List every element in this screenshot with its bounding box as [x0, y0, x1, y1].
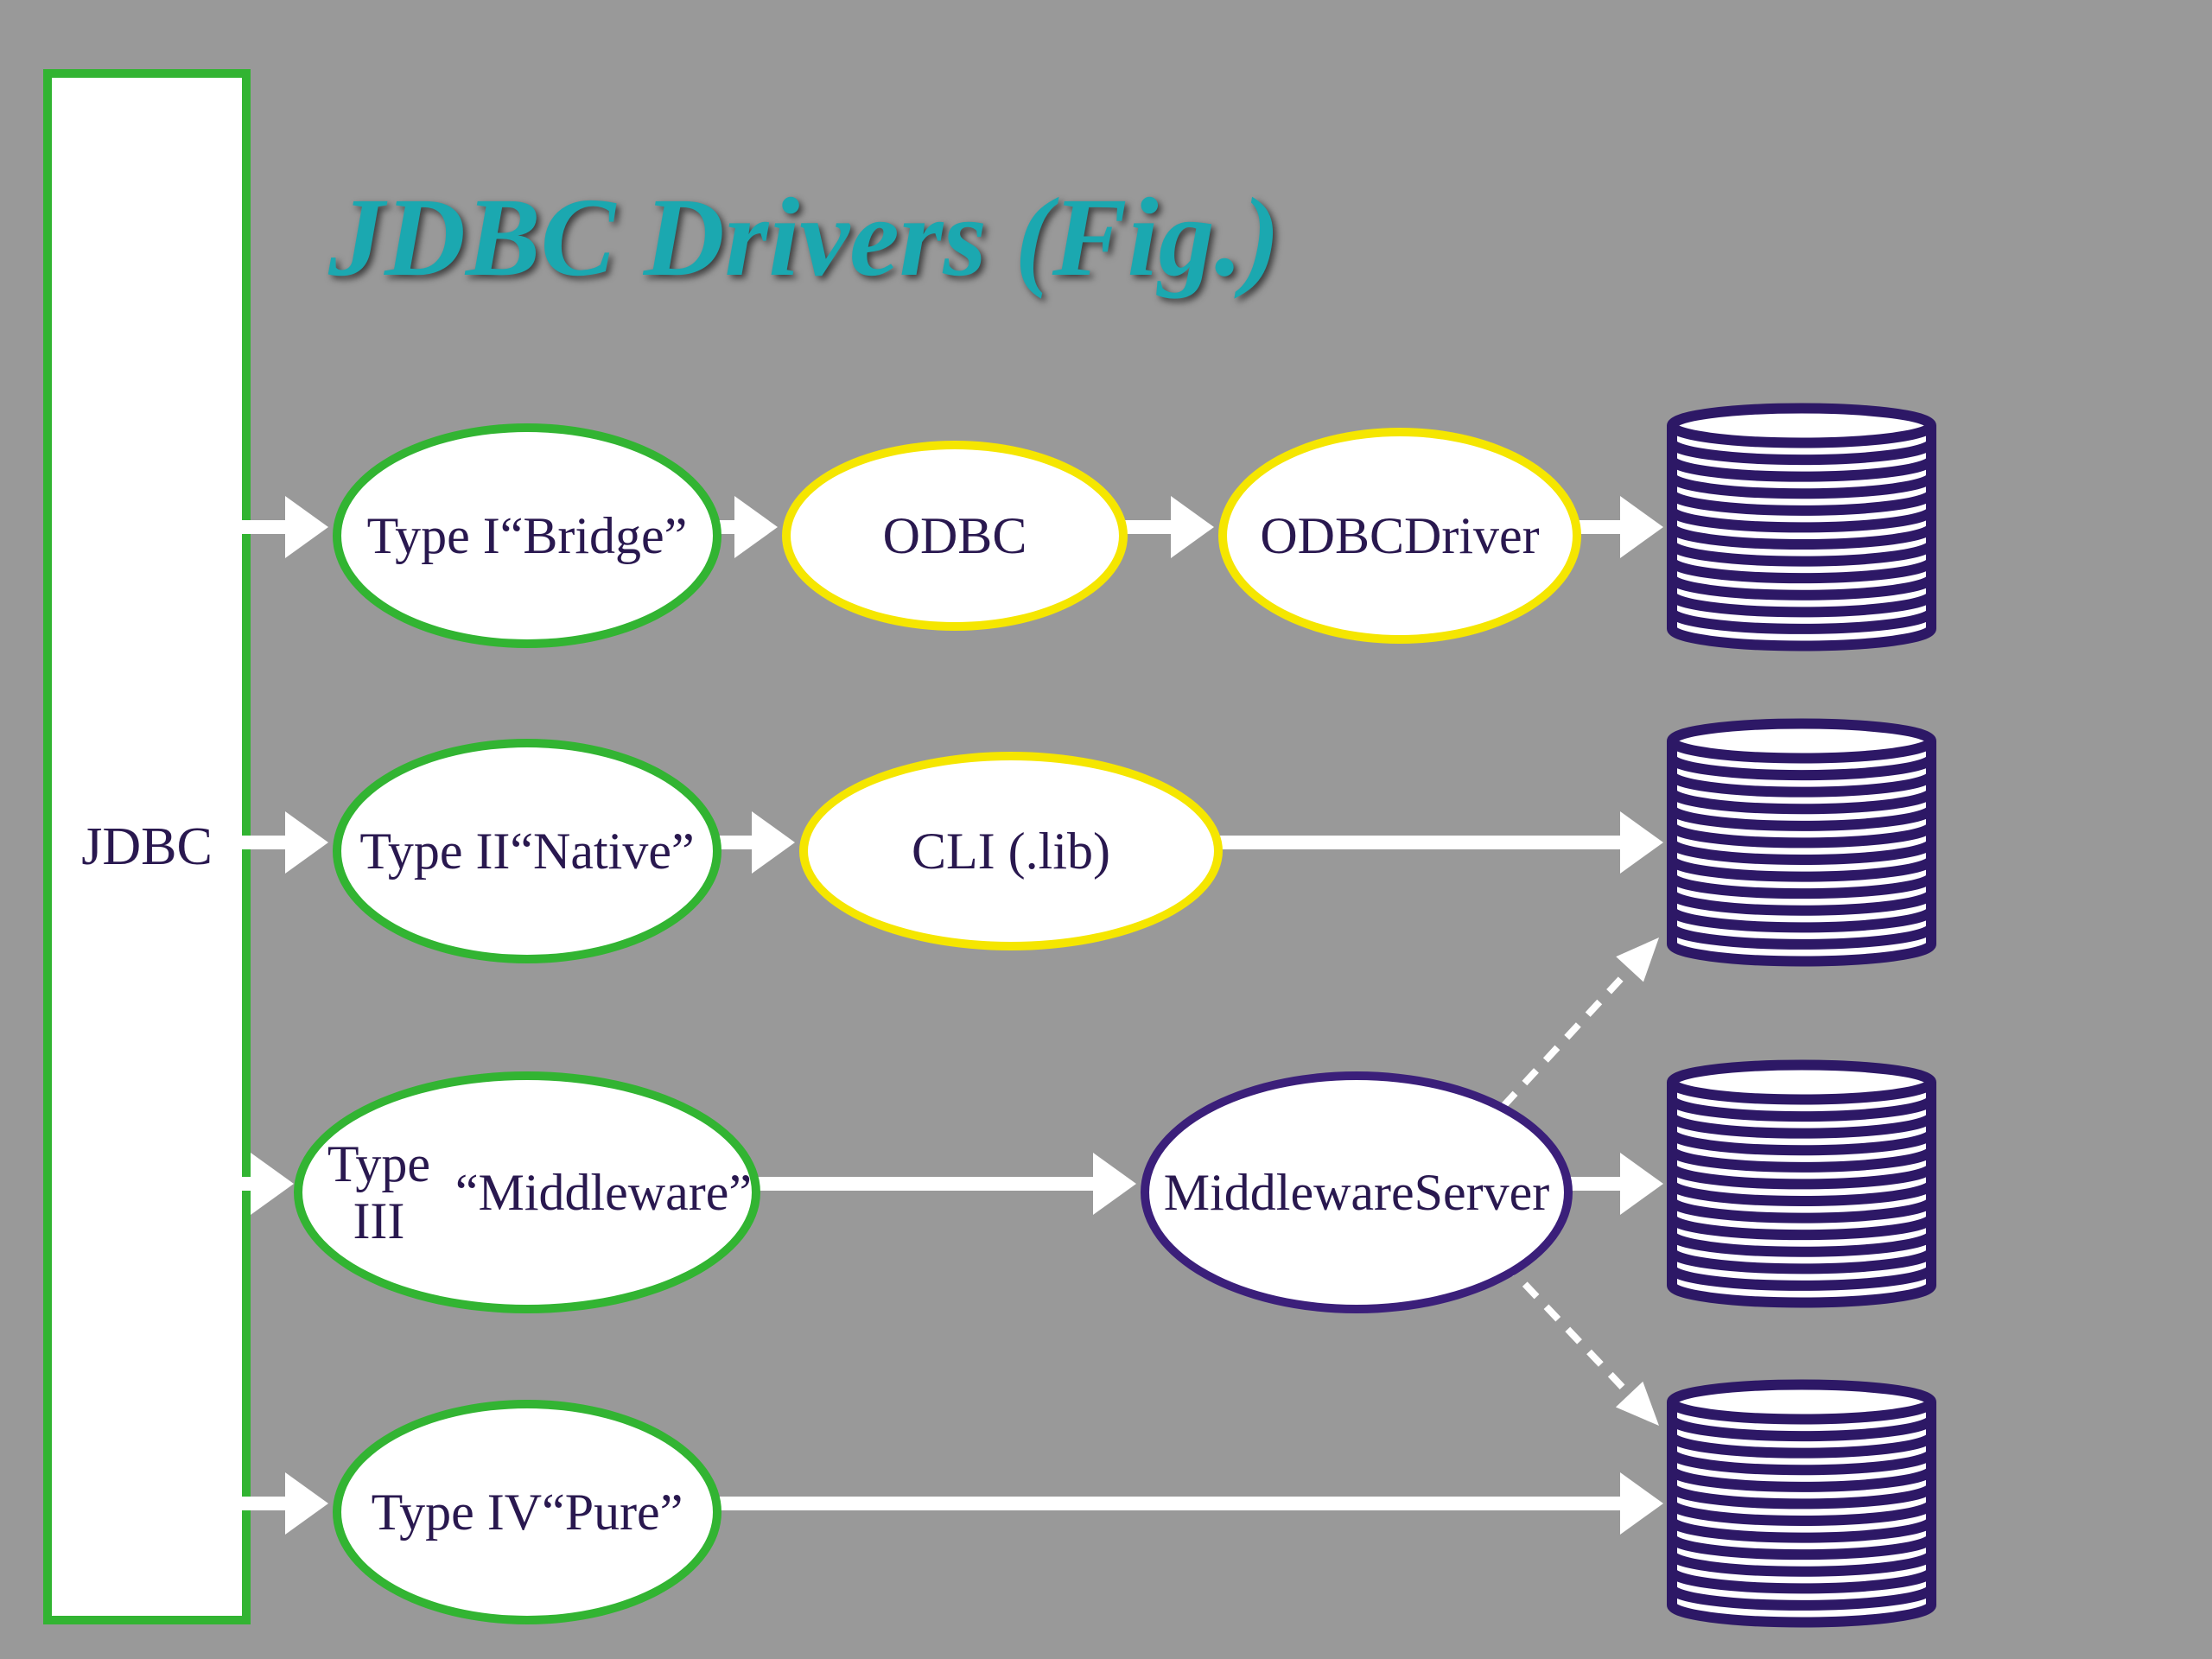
- arrow: [1210, 811, 1663, 874]
- database-icon: [1672, 724, 1931, 962]
- arrow: [1503, 938, 1659, 1106]
- ellipse-odbc-label: ODBC: [883, 507, 1027, 564]
- ellipse-type2-label: “Native”: [510, 823, 694, 880]
- arrow: [242, 811, 328, 874]
- ellipse-odbcdrv: ODBCDriver: [1218, 428, 1581, 644]
- arrow: [743, 1153, 1136, 1215]
- diagram-stage: { "canvas": { "width": 2560, "height": 1…: [0, 0, 2212, 1659]
- ellipse-odbc: ODBC: [782, 441, 1128, 631]
- ellipse-cli: CLI (.lib): [799, 752, 1223, 950]
- database-icon: [1672, 409, 1931, 646]
- ellipse-mw-label: Server: [1414, 1164, 1550, 1221]
- jdbc-box: JDBC: [43, 69, 251, 1624]
- ellipse-odbcdrv-label: ODBC: [1260, 507, 1404, 564]
- ellipse-type3-label: “Middleware”: [455, 1164, 752, 1221]
- ellipse-type4-label: Type IV: [372, 1484, 542, 1541]
- arrow: [1503, 1262, 1659, 1426]
- arrow: [709, 1472, 1663, 1535]
- arrow: [242, 1472, 328, 1535]
- ellipse-type4-label: “Pure”: [542, 1484, 683, 1541]
- arrow: [242, 496, 328, 558]
- database-icon: [1672, 1065, 1931, 1303]
- arrow: [1568, 496, 1663, 558]
- ellipse-cli-label: CLI (.lib): [912, 823, 1110, 880]
- ellipse-mw-label: Middleware: [1164, 1164, 1414, 1221]
- arrow: [709, 811, 795, 874]
- arrow: [1115, 496, 1214, 558]
- ellipse-type2-label: Type II: [359, 823, 510, 880]
- ellipse-mw: MiddlewareServer: [1141, 1071, 1573, 1313]
- ellipse-type1: Type I“Bridge”: [333, 423, 721, 648]
- ellipse-type4: Type IV“Pure”: [333, 1400, 721, 1624]
- ellipse-type1-label: Type I: [367, 507, 500, 564]
- ellipse-type1-label: “Bridge”: [500, 507, 688, 564]
- database-icon: [1672, 1385, 1931, 1623]
- jdbc-box-label: JDBC: [81, 817, 213, 878]
- diagram-title: JDBC Drivers (Fig.): [328, 173, 1280, 302]
- ellipse-type3: Type III“Middleware”: [294, 1071, 760, 1313]
- ellipse-type3-label: Type III: [302, 1135, 455, 1249]
- ellipse-odbcdrv-label: Driver: [1404, 507, 1540, 564]
- ellipse-type2: Type II“Native”: [333, 739, 721, 963]
